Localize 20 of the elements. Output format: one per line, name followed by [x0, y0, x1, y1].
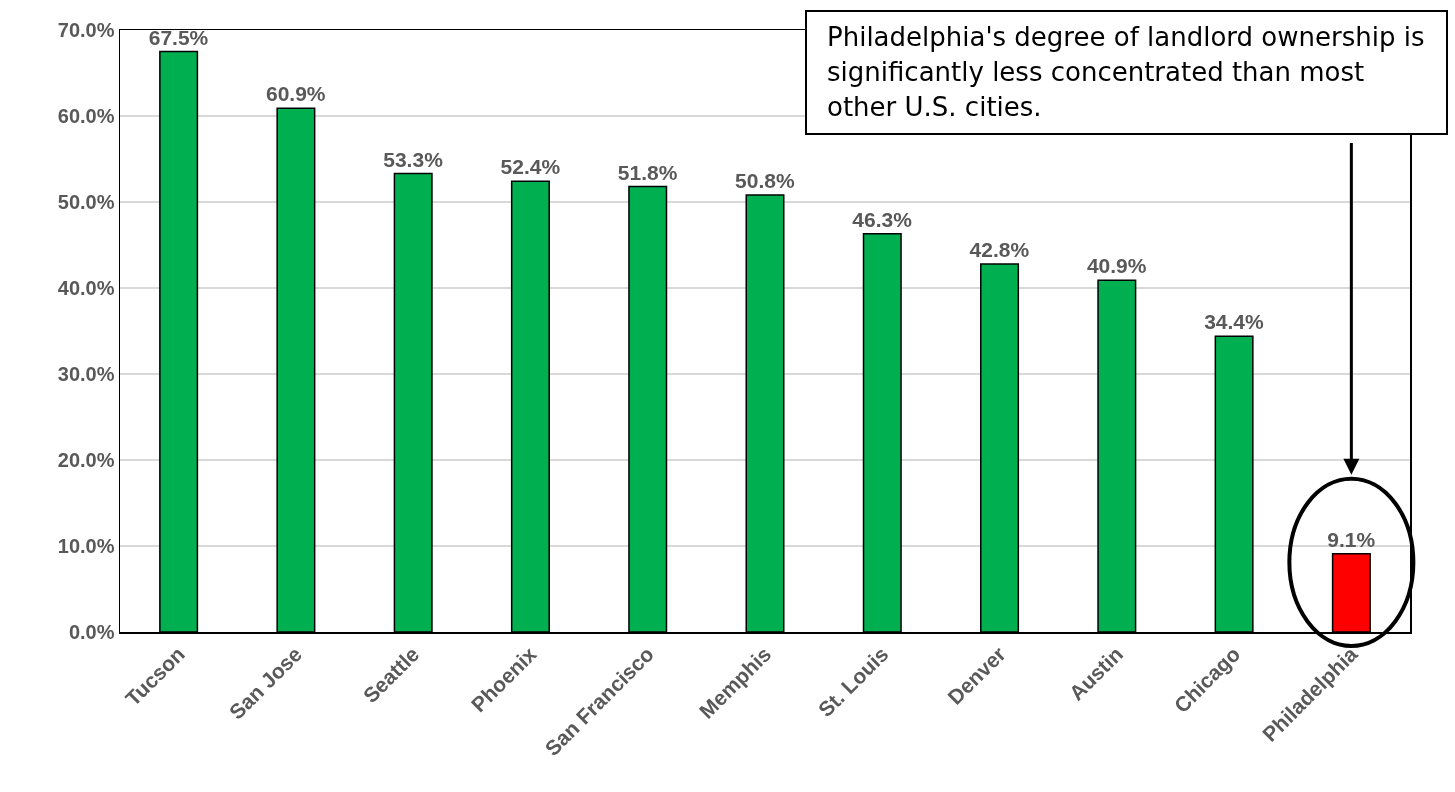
data-label: 51.8%: [617, 160, 678, 184]
y-tick-label: 0.0%: [68, 621, 115, 643]
data-label: 60.9%: [265, 82, 326, 106]
y-tick-label: 40.0%: [57, 277, 115, 299]
y-tick-label: 50.0%: [57, 191, 115, 213]
data-label: 34.4%: [1204, 310, 1265, 334]
data-label: 53.3%: [383, 147, 444, 171]
y-tick-label: 10.0%: [57, 535, 115, 557]
y-tick-label: 20.0%: [57, 449, 115, 471]
data-label: 52.4%: [500, 155, 561, 179]
y-tick-label: 70.0%: [57, 19, 115, 41]
data-label: 50.8%: [735, 169, 795, 193]
data-label: 67.5%: [148, 25, 209, 49]
data-label: 46.3%: [852, 207, 913, 231]
annotation: Philadelphia's degree of landlord ownership is significantly less concentrated than most other U.S. cities.: [805, 10, 1448, 136]
y-tick-label: 30.0%: [57, 363, 115, 385]
data-label: 42.8%: [969, 237, 1030, 261]
data-label: 9.1%: [1327, 527, 1376, 551]
data-label: 40.9%: [1086, 254, 1147, 278]
y-tick-label: 60.0%: [57, 105, 115, 127]
